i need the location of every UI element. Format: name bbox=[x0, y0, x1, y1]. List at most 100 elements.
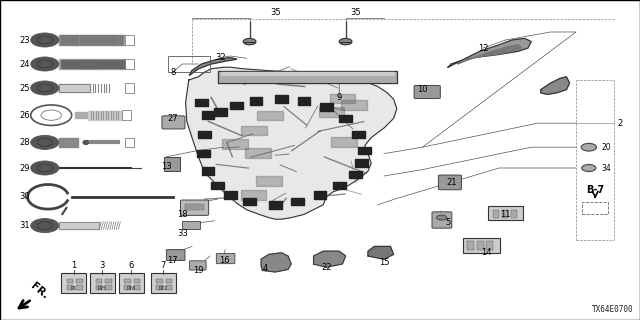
Text: 28: 28 bbox=[19, 138, 30, 147]
FancyBboxPatch shape bbox=[180, 200, 209, 215]
Bar bbox=[156, 279, 163, 283]
Bar bbox=[486, 241, 493, 250]
Bar bbox=[582, 202, 608, 214]
Text: 34: 34 bbox=[602, 164, 611, 172]
Text: 25: 25 bbox=[19, 84, 29, 92]
Text: 22: 22 bbox=[321, 263, 332, 272]
Bar bbox=[77, 279, 83, 283]
Text: 16: 16 bbox=[219, 256, 229, 265]
Bar bbox=[493, 210, 499, 218]
Polygon shape bbox=[314, 251, 346, 267]
Bar bbox=[96, 285, 102, 290]
Text: 17: 17 bbox=[168, 256, 178, 265]
FancyBboxPatch shape bbox=[164, 157, 180, 171]
Bar bbox=[125, 83, 134, 93]
Text: 1: 1 bbox=[71, 261, 76, 270]
Text: 3: 3 bbox=[100, 261, 105, 270]
Circle shape bbox=[436, 215, 447, 220]
Circle shape bbox=[31, 161, 59, 175]
Circle shape bbox=[243, 38, 256, 45]
Bar bbox=[106, 279, 112, 283]
FancyBboxPatch shape bbox=[414, 85, 440, 99]
Bar bbox=[124, 285, 131, 290]
Polygon shape bbox=[368, 246, 394, 259]
Text: P22: P22 bbox=[159, 286, 168, 292]
Bar bbox=[59, 222, 99, 229]
FancyBboxPatch shape bbox=[162, 116, 185, 129]
Bar bbox=[218, 71, 397, 83]
Bar bbox=[156, 285, 163, 290]
Bar bbox=[67, 285, 73, 290]
FancyBboxPatch shape bbox=[90, 273, 115, 293]
FancyBboxPatch shape bbox=[438, 175, 461, 190]
Text: 12: 12 bbox=[478, 44, 488, 52]
Bar bbox=[106, 285, 112, 290]
Text: 14: 14 bbox=[481, 248, 492, 257]
Polygon shape bbox=[458, 45, 522, 64]
Bar bbox=[166, 285, 173, 290]
Text: 4: 4 bbox=[263, 264, 268, 273]
Text: 10: 10 bbox=[417, 85, 428, 94]
Text: 24: 24 bbox=[19, 60, 29, 68]
Bar bbox=[502, 210, 508, 218]
Text: FR.: FR. bbox=[29, 281, 50, 301]
Circle shape bbox=[31, 135, 59, 149]
Text: 15: 15 bbox=[379, 258, 389, 267]
Bar bbox=[96, 279, 102, 283]
Bar bbox=[125, 59, 134, 69]
FancyBboxPatch shape bbox=[119, 273, 144, 293]
Text: 27: 27 bbox=[168, 114, 178, 123]
Bar bbox=[77, 285, 83, 290]
Polygon shape bbox=[186, 67, 397, 219]
Text: 35: 35 bbox=[350, 8, 360, 17]
Text: P25: P25 bbox=[98, 286, 107, 292]
Circle shape bbox=[339, 38, 352, 45]
FancyBboxPatch shape bbox=[189, 261, 206, 270]
Text: 5: 5 bbox=[445, 218, 451, 227]
Polygon shape bbox=[261, 253, 291, 272]
Polygon shape bbox=[448, 38, 531, 67]
Text: 18: 18 bbox=[177, 210, 188, 219]
Circle shape bbox=[31, 33, 59, 47]
Circle shape bbox=[582, 164, 596, 172]
Bar bbox=[511, 210, 517, 218]
FancyBboxPatch shape bbox=[216, 253, 235, 264]
Text: 23: 23 bbox=[19, 36, 30, 44]
FancyBboxPatch shape bbox=[166, 250, 185, 260]
Bar bbox=[122, 110, 131, 120]
Text: 20: 20 bbox=[602, 143, 611, 152]
Text: 29: 29 bbox=[19, 164, 29, 172]
Bar bbox=[125, 35, 134, 45]
Text: 26: 26 bbox=[19, 111, 30, 120]
Bar bbox=[125, 138, 134, 147]
Polygon shape bbox=[541, 77, 570, 94]
Text: 35: 35 bbox=[270, 8, 280, 17]
FancyBboxPatch shape bbox=[182, 221, 200, 229]
Bar bbox=[168, 56, 210, 72]
Text: 2: 2 bbox=[618, 119, 623, 128]
Text: 9: 9 bbox=[337, 93, 342, 102]
Bar bbox=[67, 279, 73, 283]
Bar bbox=[185, 204, 204, 210]
Circle shape bbox=[31, 57, 59, 71]
FancyBboxPatch shape bbox=[432, 212, 452, 228]
Bar bbox=[134, 285, 141, 290]
Circle shape bbox=[31, 219, 59, 233]
Text: 8: 8 bbox=[170, 68, 175, 76]
Bar bbox=[59, 84, 90, 92]
Text: 30: 30 bbox=[19, 192, 30, 201]
FancyBboxPatch shape bbox=[463, 238, 500, 253]
FancyBboxPatch shape bbox=[151, 273, 175, 293]
Polygon shape bbox=[189, 58, 237, 75]
Circle shape bbox=[581, 143, 596, 151]
Text: 13: 13 bbox=[161, 162, 172, 171]
Bar bbox=[477, 241, 484, 250]
Bar bbox=[467, 241, 474, 250]
FancyBboxPatch shape bbox=[488, 206, 523, 220]
Text: 32: 32 bbox=[216, 53, 226, 62]
Bar bbox=[166, 279, 173, 283]
Text: B-7: B-7 bbox=[586, 185, 604, 196]
Bar bbox=[134, 279, 141, 283]
Text: 7: 7 bbox=[161, 261, 166, 270]
Circle shape bbox=[31, 81, 59, 95]
